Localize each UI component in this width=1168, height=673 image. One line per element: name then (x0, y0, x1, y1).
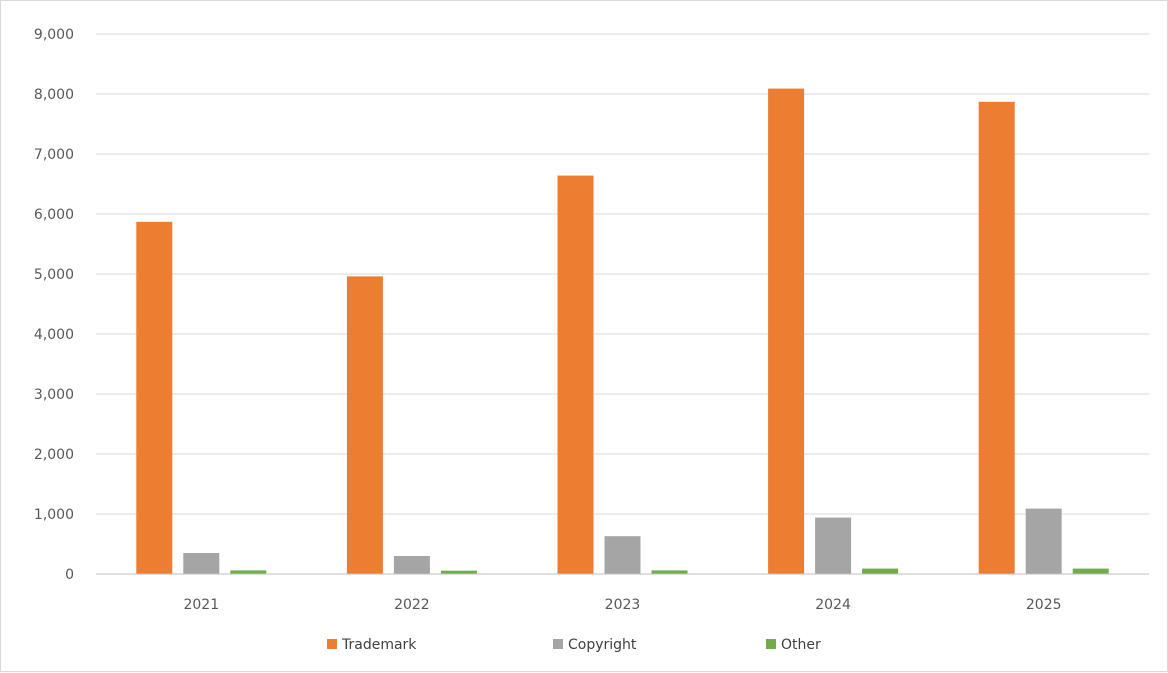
bar-trademark-2023 (557, 175, 594, 574)
gridlines (96, 33, 1149, 515)
bar-trademark-2021 (136, 221, 173, 575)
bar-trademark-2022 (346, 276, 383, 574)
legend-swatch (766, 639, 776, 649)
legend-swatch (327, 639, 337, 649)
y-tick-label: 8,000 (34, 87, 74, 103)
legend: Trademark Copyright Other (327, 637, 821, 653)
bars (136, 88, 1109, 575)
legend-item-copyright[interactable]: Copyright (553, 637, 637, 653)
legend-item-trademark[interactable]: Trademark (327, 637, 417, 653)
x-tick-label: 2022 (394, 597, 430, 613)
y-axis-ticks: 0 1,000 2,000 3,000 4,000 5,000 6,000 7,000 8,00… (34, 27, 74, 583)
bar-other-2021 (230, 570, 267, 574)
x-tick-label: 2021 (183, 597, 219, 613)
bar-other-2023 (651, 570, 688, 574)
y-tick-label: 2,000 (34, 447, 74, 463)
bar-copyright-2025 (1025, 508, 1062, 574)
y-tick-label: 5,000 (34, 267, 74, 283)
legend-swatch (553, 639, 563, 649)
x-axis-ticks: 2021 2022 2023 2024 2025 (183, 597, 1061, 613)
legend-label: Trademark (341, 637, 417, 653)
x-tick-label: 2025 (1026, 597, 1062, 613)
legend-label: Copyright (568, 637, 637, 653)
legend-item-other[interactable]: Other (766, 637, 821, 653)
bar-copyright-2024 (815, 517, 852, 574)
bar-trademark-2024 (768, 88, 805, 574)
y-tick-label: 0 (65, 567, 74, 583)
bar-other-2022 (440, 570, 477, 574)
bar-copyright-2023 (604, 536, 641, 574)
bar-trademark-2025 (978, 101, 1015, 575)
y-tick-label: 4,000 (34, 327, 74, 343)
bar-copyright-2021 (183, 553, 220, 574)
bar-other-2025 (1072, 568, 1109, 574)
y-tick-label: 9,000 (34, 27, 74, 43)
x-tick-label: 2023 (605, 597, 641, 613)
y-tick-label: 7,000 (34, 147, 74, 163)
y-tick-label: 1,000 (34, 507, 74, 523)
legend-label: Other (781, 637, 821, 653)
y-tick-label: 6,000 (34, 207, 74, 223)
bar-other-2024 (862, 568, 899, 574)
x-tick-label: 2024 (815, 597, 851, 613)
y-tick-label: 3,000 (34, 387, 74, 403)
bar-copyright-2022 (393, 556, 430, 574)
